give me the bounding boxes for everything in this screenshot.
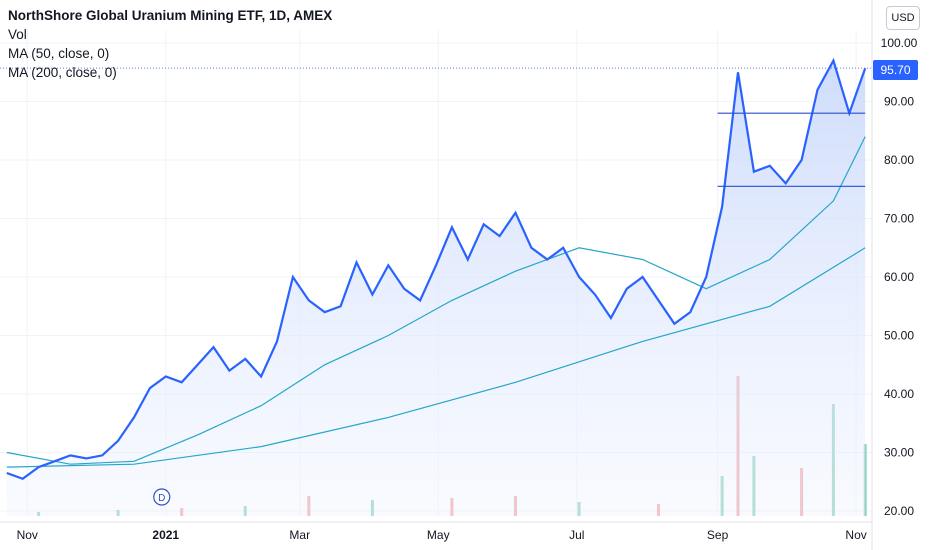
x-tick-label: Mar bbox=[289, 528, 310, 542]
ma50-line bbox=[6, 136, 866, 465]
y-tick-label: 20.00 bbox=[884, 504, 914, 518]
chart-title: NorthShore Global Uranium Mining ETF, 1D… bbox=[8, 8, 333, 23]
y-tick-label: 100.00 bbox=[881, 36, 918, 50]
price-area-fill bbox=[6, 60, 866, 516]
x-tick-label: Jul bbox=[569, 528, 584, 542]
dividend-marker-label: D bbox=[158, 493, 165, 504]
ma200-line bbox=[6, 247, 866, 468]
y-tick-label: 70.00 bbox=[884, 212, 914, 226]
x-tick-label: May bbox=[427, 528, 450, 542]
x-tick-label: Nov bbox=[17, 528, 38, 542]
currency-button[interactable]: USD bbox=[886, 6, 920, 30]
y-tick-label: 60.00 bbox=[884, 270, 914, 284]
y-tick-label: 50.00 bbox=[884, 329, 914, 343]
y-tick-label: 30.00 bbox=[884, 446, 914, 460]
dividend-marker bbox=[153, 488, 171, 506]
price-line bbox=[6, 57, 867, 481]
x-tick-label: Nov bbox=[845, 528, 866, 542]
legend-volume[interactable]: Vol bbox=[8, 27, 27, 42]
x-tick-label: Sep bbox=[707, 528, 729, 542]
y-tick-label: 40.00 bbox=[884, 387, 914, 401]
last-price-tag: 95.70 bbox=[873, 60, 918, 80]
y-tick-label: 90.00 bbox=[884, 95, 914, 109]
legend-ma50[interactable]: MA (50, close, 0) bbox=[8, 46, 110, 61]
legend-ma200[interactable]: MA (200, close, 0) bbox=[8, 65, 117, 80]
y-tick-label: 80.00 bbox=[884, 153, 914, 167]
x-tick-label: 2021 bbox=[152, 528, 179, 542]
chart-legend: NorthShore Global Uranium Mining ETF, 1D… bbox=[8, 6, 332, 82]
